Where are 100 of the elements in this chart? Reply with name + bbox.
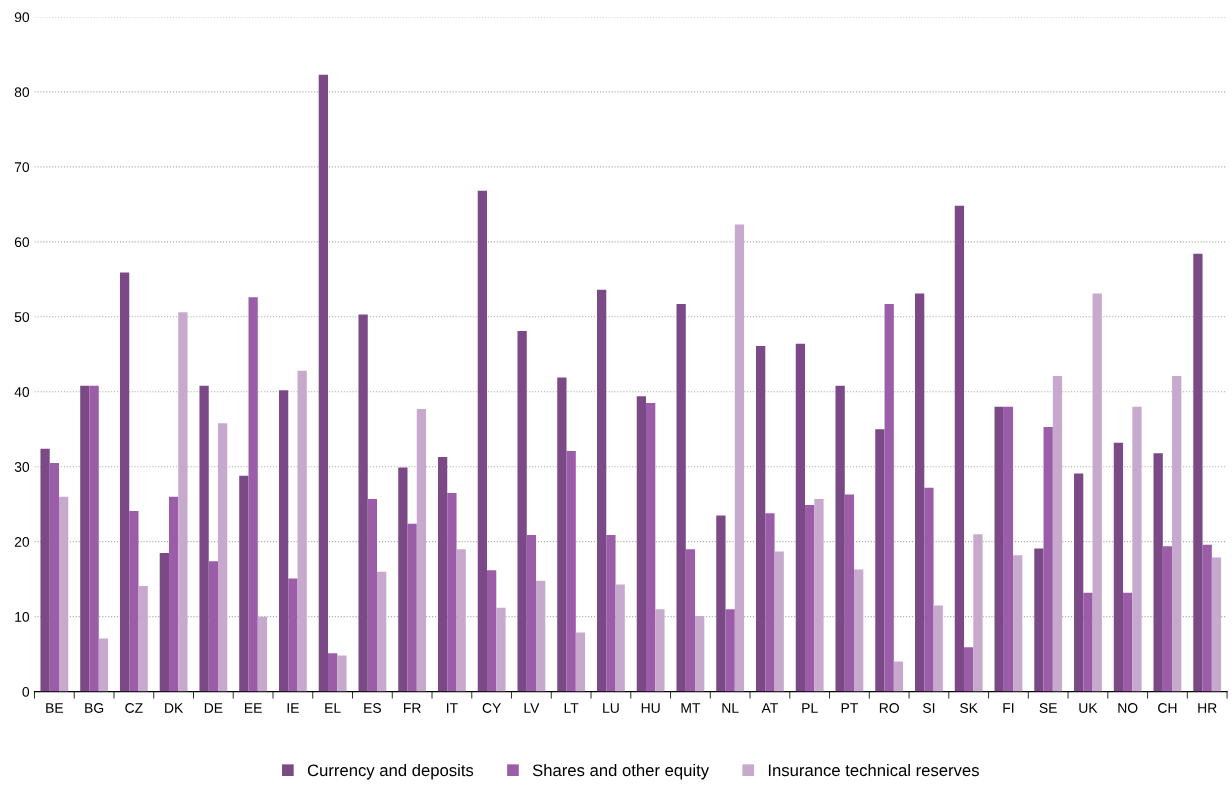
x-tick-label: AT <box>761 703 778 713</box>
bar <box>1003 406 1014 692</box>
bar <box>1013 555 1023 692</box>
bar <box>1034 548 1044 692</box>
bar <box>1202 544 1212 692</box>
bar <box>1162 546 1173 692</box>
bar <box>257 616 268 692</box>
bar <box>377 571 387 692</box>
bar <box>1113 442 1124 692</box>
bar <box>685 549 696 692</box>
bar <box>1193 253 1203 692</box>
bar <box>218 423 228 692</box>
bar <box>278 390 289 692</box>
x-tick-label: ES <box>364 703 382 713</box>
bar <box>536 580 546 692</box>
bar <box>318 74 328 692</box>
bar <box>129 510 139 692</box>
x-tick-label: DK <box>165 703 184 713</box>
bar <box>367 498 378 692</box>
bar <box>1052 376 1063 692</box>
bar <box>358 314 368 692</box>
y-tick-label: 0 <box>22 686 30 697</box>
x-tick-label: RO <box>879 703 899 713</box>
x-tick-label: UK <box>1079 703 1098 713</box>
bar <box>437 456 448 692</box>
bar <box>933 605 943 692</box>
bar <box>575 632 586 692</box>
legend-label: Insurance technical reserves <box>768 763 979 777</box>
bar <box>884 304 894 692</box>
bar <box>1092 293 1102 692</box>
x-tick-label: BG <box>85 703 104 713</box>
bar <box>893 661 904 692</box>
bar <box>566 450 576 692</box>
bar <box>854 569 864 692</box>
x-tick-label: FR <box>404 703 421 713</box>
bar <box>756 346 766 692</box>
bar <box>1083 592 1093 692</box>
bar <box>59 496 69 692</box>
x-tick-label: HR <box>1198 703 1217 713</box>
bar <box>835 385 845 692</box>
x-tick-label: LV <box>524 703 540 713</box>
bar <box>994 406 1004 692</box>
bar <box>695 615 705 692</box>
x-tick-label: FI <box>1003 703 1014 713</box>
bar <box>456 549 466 692</box>
x-tick-label: NL <box>722 703 739 713</box>
x-tick-label: PT <box>841 703 858 713</box>
bar <box>964 647 974 692</box>
bar <box>636 396 647 692</box>
bar <box>954 205 965 692</box>
bar <box>178 312 188 692</box>
x-tick-label: DE <box>204 703 223 713</box>
bar <box>49 462 60 692</box>
y-tick-label: 20 <box>14 537 30 547</box>
bar <box>1211 557 1222 692</box>
bar <box>774 551 784 692</box>
bar <box>407 523 417 692</box>
x-tick-label: NO <box>1118 703 1138 713</box>
y-tick-label: 70 <box>14 162 30 173</box>
legend-label: Shares and other equity <box>532 763 710 780</box>
bar <box>814 498 824 692</box>
bar <box>805 504 815 692</box>
bar <box>416 408 427 692</box>
bar <box>1172 376 1182 692</box>
bar <box>297 370 307 692</box>
bar <box>795 343 806 692</box>
bar <box>447 492 457 692</box>
bar <box>199 385 209 692</box>
bar <box>875 429 885 692</box>
bar <box>496 607 506 692</box>
y-tick-label: 80 <box>14 87 30 98</box>
bar <box>398 467 408 692</box>
y-tick-label: 60 <box>14 237 30 247</box>
x-tick-label: BE <box>46 703 64 713</box>
bar <box>328 653 338 692</box>
bar <box>337 655 347 692</box>
x-tick-label: CZ <box>125 703 143 713</box>
x-tick-label: SI <box>923 703 935 713</box>
x-tick-label: EL <box>325 703 341 713</box>
bar <box>734 224 745 692</box>
y-tick-label: 50 <box>14 312 30 322</box>
bar <box>1153 453 1163 692</box>
bar <box>1123 592 1133 692</box>
bar <box>973 534 983 692</box>
y-tick-label: 90 <box>14 12 30 23</box>
y-tick-label: 40 <box>14 387 30 397</box>
bar <box>1043 426 1053 692</box>
bar <box>557 377 567 692</box>
bar <box>208 561 219 692</box>
bar <box>248 297 258 692</box>
bar <box>725 609 735 692</box>
bar <box>517 331 527 692</box>
bar <box>716 515 726 692</box>
bar <box>765 513 775 692</box>
bar <box>138 585 148 692</box>
bar <box>526 534 537 692</box>
x-tick-label: LT <box>564 703 579 713</box>
x-tick-label: MT <box>681 703 701 713</box>
bar <box>615 584 625 692</box>
x-tick-label: HU <box>641 703 660 713</box>
